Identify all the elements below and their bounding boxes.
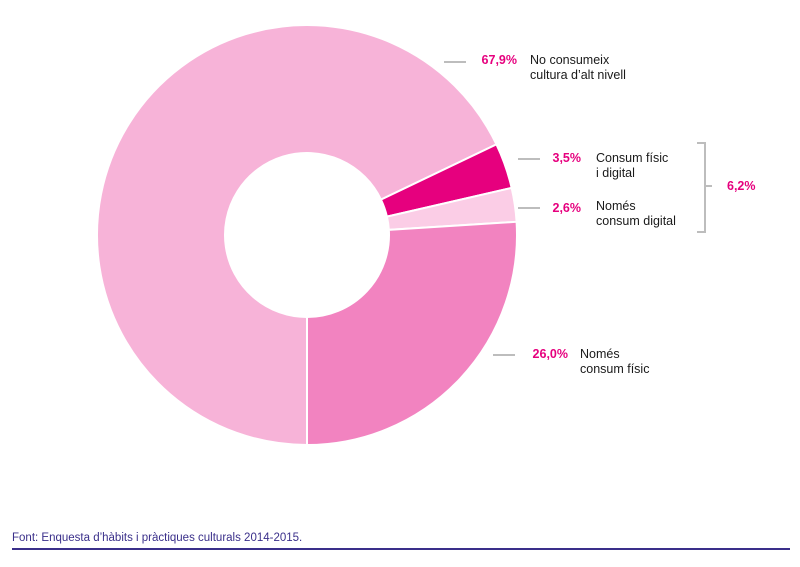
slice-category-label-1: Consum físic i digital bbox=[596, 151, 668, 180]
slice-category-label-0: No consumeix cultura d’alt nivell bbox=[530, 53, 626, 82]
slice-value-label-3: 26,0% bbox=[533, 347, 568, 361]
slice-value-label-0: 67,9% bbox=[482, 53, 517, 67]
group-value-label: 6,2% bbox=[727, 179, 756, 193]
bottom-rule bbox=[12, 548, 790, 550]
slice-value-label-1: 3,5% bbox=[553, 151, 582, 165]
slice-value-label-2: 2,6% bbox=[553, 201, 582, 215]
pie-slice-3 bbox=[306, 220, 518, 447]
pie-slice-0 bbox=[96, 24, 498, 447]
group-bracket bbox=[697, 142, 712, 233]
source-note: Font: Enquesta d’hàbits i pràctiques cul… bbox=[12, 532, 303, 544]
slice-category-label-2: Només consum digital bbox=[596, 199, 676, 228]
slice-category-label-3: Només consum físic bbox=[580, 347, 649, 376]
